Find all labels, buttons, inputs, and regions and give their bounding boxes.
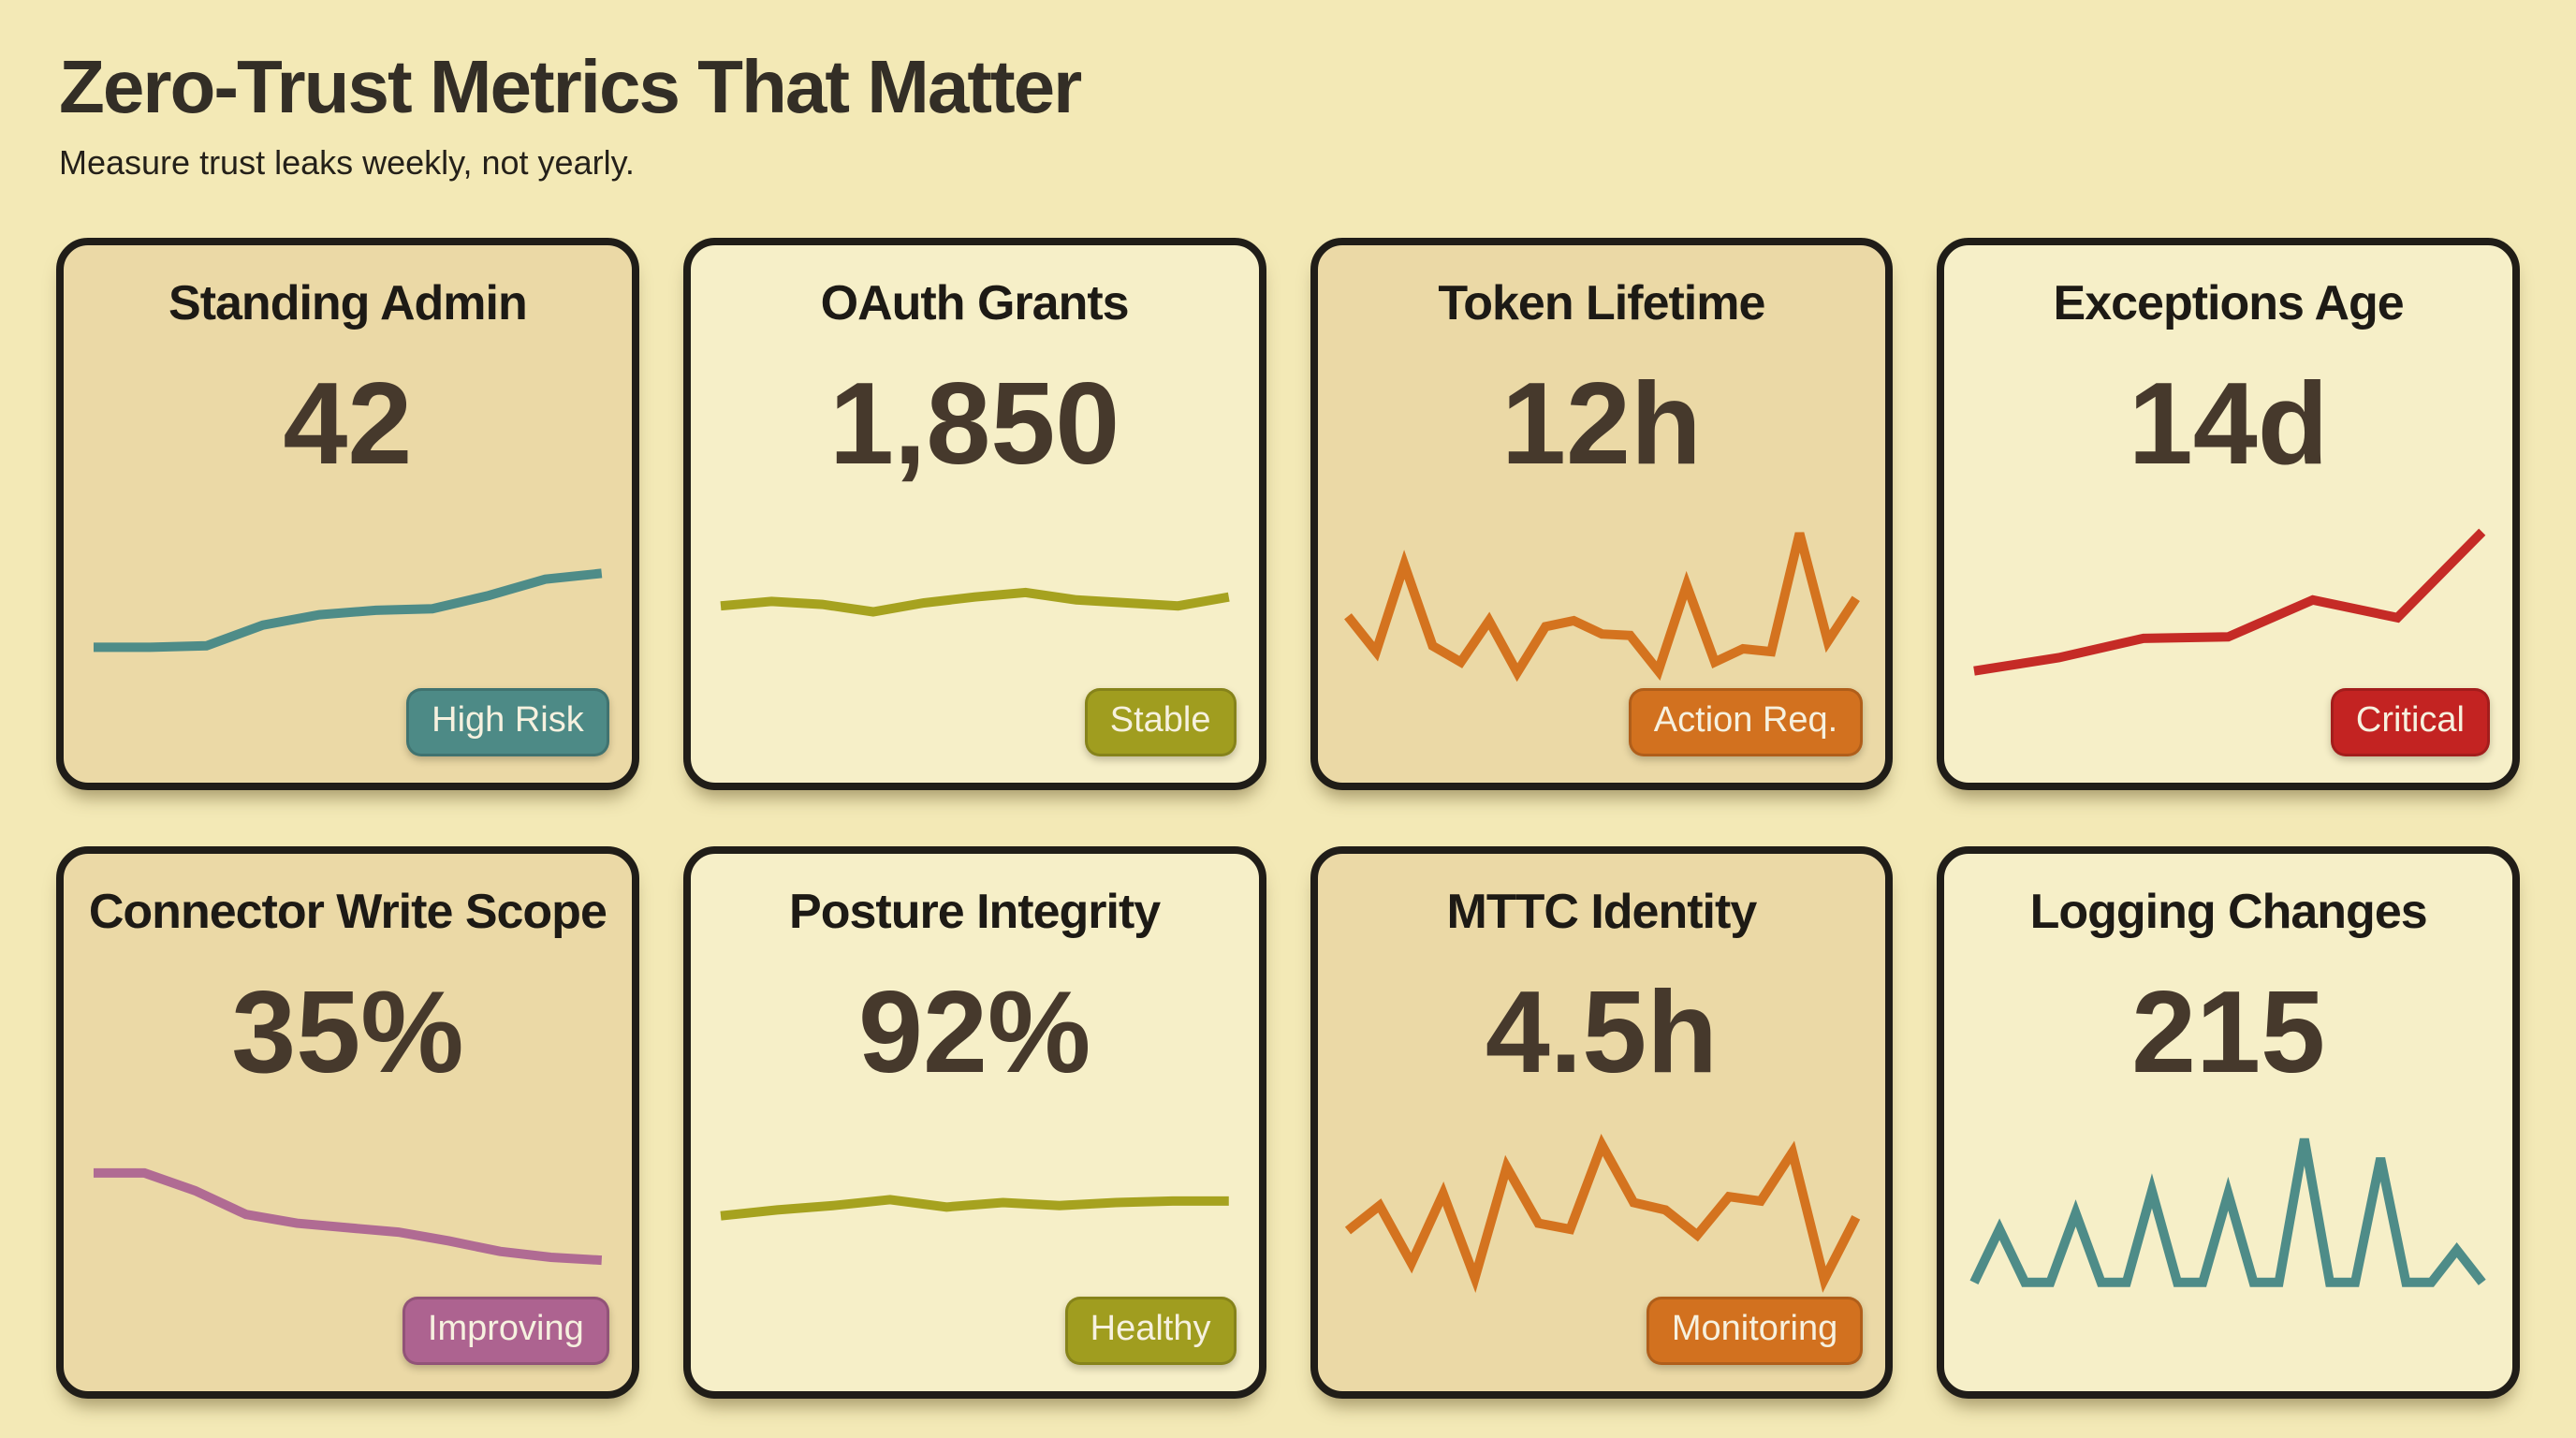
page-title: Zero-Trust Metrics That Matter — [59, 45, 1082, 128]
metric-card-posture-integrity: Posture Integrity 92% Healthy — [682, 845, 1266, 1399]
sparkline-chart — [720, 587, 1230, 617]
sparkline-chart — [1343, 532, 1860, 682]
metric-card-standing-admin: Standing Admin 42 High Risk — [56, 237, 639, 790]
sparkline-path — [1969, 1137, 2486, 1287]
metric-value: 35% — [231, 967, 464, 1097]
metric-value: 14d — [2128, 359, 2329, 489]
zero-trust-dashboard: Zero-Trust Metrics That Matter Measure t… — [0, 0, 2576, 1399]
metric-title: Connector Write Scope — [88, 884, 607, 939]
metric-card-exceptions-age: Exceptions Age 14d Critical — [1937, 237, 2520, 790]
sparkline-path — [93, 568, 603, 653]
status-badge: Action Req. — [1628, 688, 1864, 756]
page-subtitle: Measure trust leaks weekly, not yearly. — [59, 143, 635, 183]
sparkline-path — [1343, 532, 1860, 682]
metric-card-token-lifetime: Token Lifetime 12h Action Req. — [1310, 237, 1894, 790]
sparkline-chart — [93, 568, 603, 653]
metric-title: Standing Admin — [168, 275, 528, 330]
sparkline-path — [1344, 1133, 1860, 1293]
metric-card-connector-write-scope: Connector Write Scope 35% Improving — [56, 845, 639, 1399]
sparkline-chart — [720, 1195, 1229, 1221]
metric-title: MTTC Identity — [1446, 884, 1758, 939]
sparkline-path — [1973, 528, 2486, 676]
status-badge: Monitoring — [1646, 1297, 1864, 1365]
metric-value: 92% — [858, 967, 1091, 1097]
status-badge: Improving — [402, 1297, 609, 1365]
metric-title: Token Lifetime — [1438, 275, 1765, 330]
metric-value: 1,850 — [828, 359, 1120, 489]
metric-card-logging-changes: Logging Changes 215 — [1937, 845, 2520, 1399]
status-badge: High Risk — [406, 688, 609, 756]
sparkline-chart — [1973, 528, 2486, 676]
metric-card-oauth-grants: OAuth Grants 1,850 Stable — [682, 237, 1266, 790]
sparkline-path — [93, 1167, 603, 1265]
header: Zero-Trust Metrics That Matter Measure t… — [0, 0, 2576, 183]
sparkline-chart — [1969, 1137, 2486, 1287]
metric-title: Logging Changes — [2029, 884, 2428, 939]
sparkline-path — [720, 587, 1230, 617]
metric-card-mttc-identity: MTTC Identity 4.5h Monitoring — [1310, 845, 1894, 1399]
sparkline-chart — [1344, 1133, 1860, 1293]
metric-value: 215 — [2131, 967, 2326, 1097]
metric-value: 4.5h — [1485, 967, 1718, 1097]
sparkline-path — [720, 1195, 1229, 1221]
metric-value: 12h — [1501, 359, 1702, 489]
metric-title: Posture Integrity — [789, 884, 1161, 939]
status-badge: Critical — [2330, 688, 2490, 756]
status-badge: Stable — [1084, 688, 1237, 756]
metric-value: 42 — [283, 359, 413, 489]
metric-title: Exceptions Age — [2053, 275, 2405, 330]
metric-title: OAuth Grants — [820, 275, 1130, 330]
metric-card-grid: Standing Admin 42 High Risk OAuth Grants… — [0, 237, 2576, 1399]
sparkline-chart — [93, 1167, 603, 1265]
status-badge: Healthy — [1064, 1297, 1237, 1365]
